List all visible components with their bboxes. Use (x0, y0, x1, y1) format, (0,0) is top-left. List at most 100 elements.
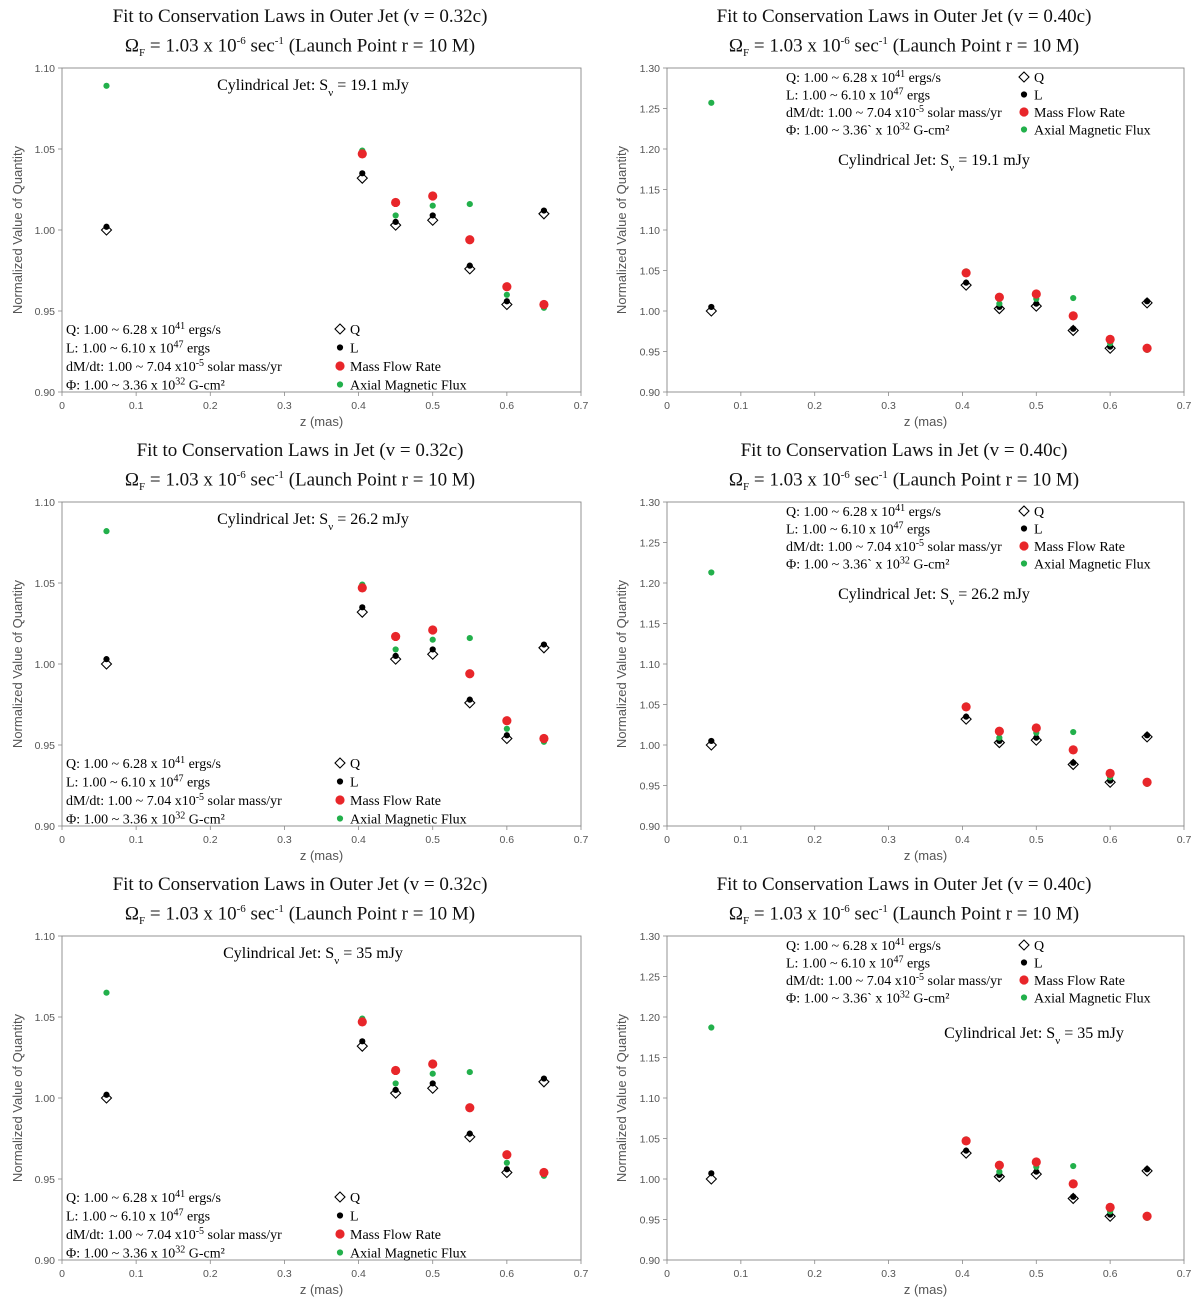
legend-entry: Mass Flow Rate (335, 360, 441, 375)
x-tick-label: 0.5 (425, 400, 440, 412)
data-point-m (961, 268, 971, 278)
y-tick-label: 1.30 (640, 63, 661, 75)
y-tick-label: 0.90 (35, 387, 56, 399)
legend-marker-l (1020, 959, 1028, 966)
x-tick-label: 0.7 (1177, 1268, 1192, 1280)
data-point-m (1068, 745, 1078, 755)
jet-flux-annotation: Cylindrical Jet: Sν = 26.2 mJy (838, 586, 1030, 608)
legend-marker-m (335, 795, 345, 805)
data-point-l (466, 696, 473, 703)
data-point-l (540, 641, 548, 648)
x-tick-label: 0.4 (955, 834, 970, 846)
conservation-info-line: Q: 1.00 ~ 6.28 x 1041 ergs/s (66, 1189, 221, 1207)
x-tick-label: 0.3 (881, 834, 896, 846)
conservation-info-line: Q: 1.00 ~ 6.28 x 1041 ergs/s (66, 321, 221, 339)
jet-flux-annotation: Cylindrical Jet: Sν = 26.2 mJy (217, 511, 409, 533)
legend-marker-l (336, 778, 344, 785)
data-point-m (994, 1160, 1004, 1170)
data-point-f (708, 569, 715, 576)
data-point-l (466, 1130, 473, 1137)
legend-label: Q (350, 1191, 360, 1206)
x-tick-label: 0.2 (807, 1268, 822, 1280)
x-tick-label: 0.7 (574, 400, 589, 412)
data-point-f (1070, 1162, 1077, 1170)
scatter-plot: 0 0.1 0.2 0.3 0.4 0.5 0.6 0.7 0.90 0.95 1.00 1.05 1.… (614, 931, 1192, 1297)
data-point-f (503, 725, 510, 732)
data-point-f (503, 291, 510, 298)
x-tick-label: 0.3 (277, 834, 292, 846)
y-tick-label: 1.20 (640, 578, 661, 590)
legend-marker-m (335, 1229, 345, 1239)
conservation-info-line: Q: 1.00 ~ 6.28 x 1041 ergs/s (786, 937, 941, 955)
y-tick-label: 1.10 (35, 497, 56, 509)
data-point-l (1033, 734, 1040, 741)
data-point-l (1070, 325, 1077, 332)
chart-title: Fit to Conservation Laws in Jet (v = 0.4… (740, 440, 1068, 461)
chart-panel-5: Fit to Conservation Laws in Outer Jet (v… (0, 868, 600, 1302)
legend-marker-f (1020, 560, 1028, 567)
legend-entry: Q (1018, 71, 1044, 86)
legend-entry: L (336, 1210, 359, 1225)
legend-entry: Mass Flow Rate (1019, 974, 1125, 989)
x-tick-label: 0.7 (574, 834, 589, 846)
y-tick-label: 1.00 (35, 225, 56, 237)
data-point-f (996, 1168, 1003, 1175)
conservation-info-line: dM/dt: 1.00 ~ 7.04 x10-5 solar mass/yr (66, 1226, 282, 1244)
x-tick-label: 0.1 (129, 834, 144, 846)
legend-label: L (350, 1210, 359, 1225)
legend-marker-f (336, 381, 344, 388)
data-point-f (1070, 728, 1077, 736)
data-point-m (1142, 777, 1152, 787)
chart-title: Fit to Conservation Laws in Outer Jet (v… (112, 6, 488, 27)
scatter-plot: 0 0.1 0.2 0.3 0.4 0.5 0.6 0.7 0.90 0.95 1.00 1.05 1.… (10, 497, 589, 863)
data-point-m (1068, 1179, 1078, 1189)
legend-entry: Axial Magnetic Flux (336, 379, 467, 394)
data-point-m (428, 191, 438, 201)
chart-title: Fit to Conservation Laws in Outer Jet (v… (716, 874, 1092, 895)
conservation-info-line: L: 1.00 ~ 6.10 x 1047 ergs (786, 86, 930, 104)
data-point-l (466, 262, 473, 269)
data-point-m (539, 1167, 549, 1178)
legend-marker-l (1020, 525, 1028, 532)
conservation-info-line: dM/dt: 1.00 ~ 7.04 x10-5 solar mass/yr (786, 972, 1002, 990)
legend-entry: Axial Magnetic Flux (336, 813, 467, 828)
x-tick-label: 0.5 (425, 834, 440, 846)
legend-entry: Q (1018, 505, 1044, 520)
y-tick-label: 1.25 (640, 538, 661, 550)
chart-subtitle-omega: ΩF = 1.03 x 10-6 sec-1 (Launch Point r =… (124, 35, 476, 60)
conservation-info-line: Φ: 1.00 ~ 3.36 x 1032 G-cm² (66, 376, 225, 394)
data-point-l (540, 1075, 548, 1082)
y-tick-label: 1.00 (640, 1174, 661, 1186)
y-axis-label: Normalized Value of Quantity (10, 1013, 25, 1182)
legend-label: Q (1034, 71, 1044, 86)
x-tick-label: 0.2 (807, 834, 822, 846)
y-tick-label: 0.90 (35, 1255, 56, 1267)
legend-marker-l (1020, 91, 1028, 98)
data-point-l (708, 737, 715, 745)
scatter-plot: 0 0.1 0.2 0.3 0.4 0.5 0.6 0.7 0.90 0.95 1.00 1.05 1.… (614, 63, 1191, 429)
data-point-m (1105, 1202, 1115, 1212)
jet-flux-annotation: Cylindrical Jet: Sν = 19.1 mJy (838, 152, 1030, 174)
x-tick-label: 0.6 (1103, 834, 1118, 846)
chart-panel-4: Fit to Conservation Laws in Jet (v = 0.4… (604, 434, 1200, 868)
data-point-l (392, 1086, 399, 1093)
x-tick-label: 0.3 (277, 400, 292, 412)
x-tick-label: 0 (59, 1268, 65, 1280)
legend-label: Axial Magnetic Flux (350, 813, 467, 828)
x-tick-label: 0.2 (203, 400, 218, 412)
data-point-m (465, 235, 475, 245)
data-point-m (428, 1059, 438, 1069)
data-point-m (465, 669, 475, 679)
legend-label: L (1034, 89, 1043, 104)
x-tick-label: 0.3 (277, 1268, 292, 1280)
data-point-l (1070, 1193, 1077, 1200)
y-tick-label: 1.00 (35, 659, 56, 671)
data-point-m (539, 299, 549, 310)
data-point-m (539, 733, 549, 744)
data-point-f (429, 202, 436, 209)
data-point-m (391, 631, 401, 642)
y-tick-label: 0.95 (35, 306, 56, 318)
data-point-m (391, 197, 401, 208)
data-point-f (466, 200, 473, 208)
y-tick-label: 0.90 (640, 821, 661, 833)
